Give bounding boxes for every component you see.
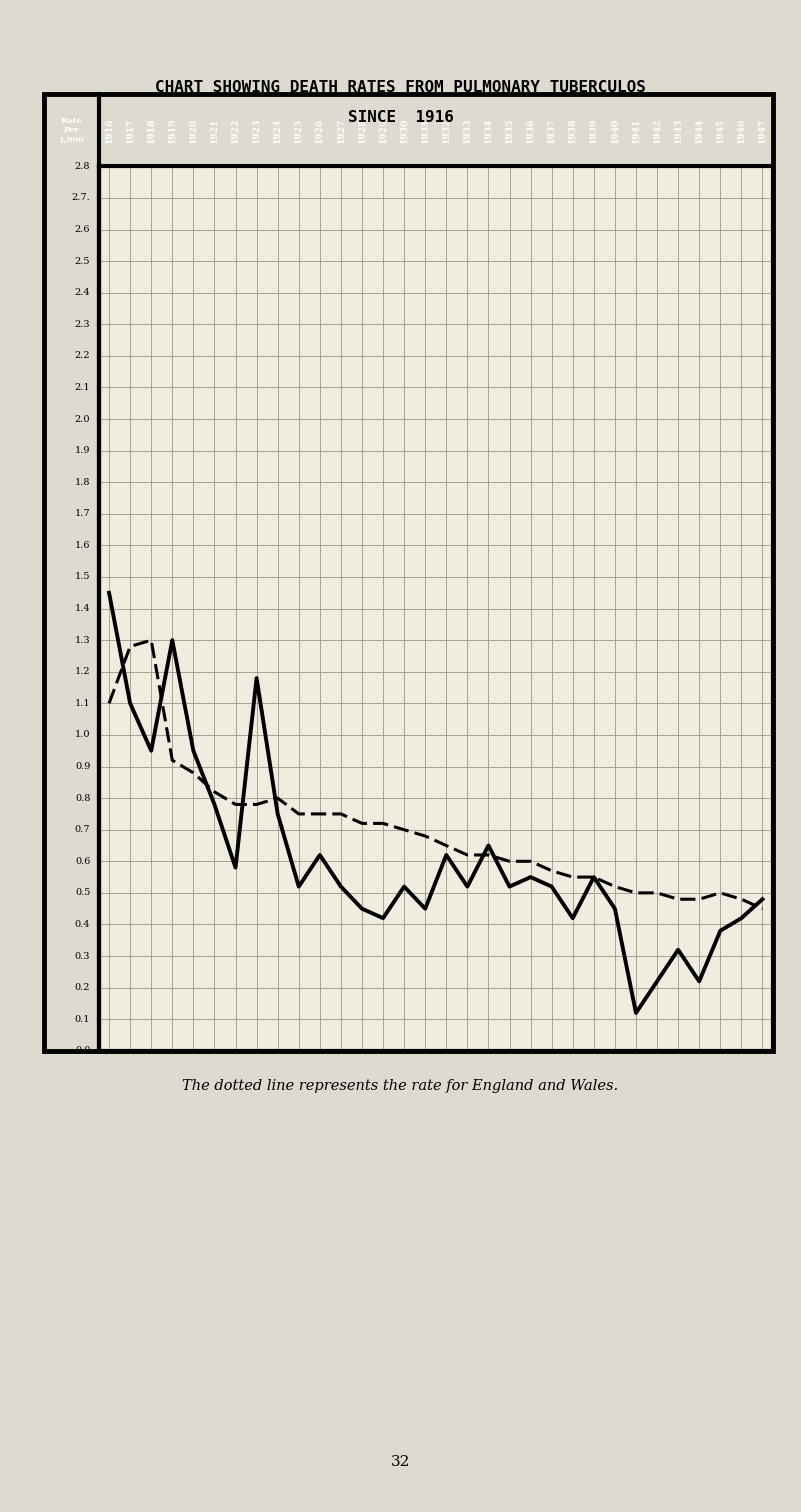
Text: 1917: 1917: [126, 118, 135, 142]
Text: 2.5: 2.5: [74, 257, 91, 266]
Text: 1928: 1928: [357, 118, 367, 142]
Text: 1918: 1918: [147, 118, 155, 142]
Text: 1940: 1940: [610, 118, 619, 142]
Text: 0.5: 0.5: [75, 889, 91, 898]
Text: 2.6: 2.6: [74, 225, 91, 234]
Text: 2.1: 2.1: [74, 383, 91, 392]
Text: CHART SHOWING DEATH RATES FROM PULMONARY TUBERCULOS: CHART SHOWING DEATH RATES FROM PULMONARY…: [155, 80, 646, 95]
Text: 1934: 1934: [484, 118, 493, 142]
Text: 2.7.: 2.7.: [71, 194, 91, 203]
Text: 1947: 1947: [758, 118, 767, 142]
Text: 1937: 1937: [547, 118, 556, 142]
Text: 1925: 1925: [294, 118, 304, 142]
Text: 1942: 1942: [653, 118, 662, 142]
Text: 1.4: 1.4: [74, 605, 91, 612]
Text: 1.9: 1.9: [74, 446, 91, 455]
Text: 1.2: 1.2: [74, 667, 91, 676]
Text: SINCE  1916: SINCE 1916: [348, 110, 453, 125]
Text: 1.8: 1.8: [74, 478, 91, 487]
Text: 1.0: 1.0: [74, 730, 91, 739]
Text: 1941: 1941: [631, 118, 641, 142]
Text: 1943: 1943: [674, 118, 682, 142]
Text: 32: 32: [391, 1455, 410, 1470]
Text: 1919: 1919: [167, 118, 177, 142]
Text: 0.4: 0.4: [74, 919, 91, 928]
Text: 2.0: 2.0: [74, 414, 91, 423]
Text: 0.0: 0.0: [75, 1046, 91, 1055]
Text: 1.5: 1.5: [74, 573, 91, 582]
Text: 0.3: 0.3: [74, 951, 91, 960]
Text: 0.1: 0.1: [74, 1015, 91, 1024]
Text: 1916: 1916: [105, 118, 114, 142]
Text: 1922: 1922: [231, 118, 240, 142]
Text: 2.4: 2.4: [74, 289, 91, 298]
Text: 1930: 1930: [400, 118, 409, 142]
Text: 0.6: 0.6: [75, 857, 91, 866]
Text: 1933: 1933: [463, 118, 472, 142]
Text: 0.9: 0.9: [75, 762, 91, 771]
Text: 1.6: 1.6: [74, 541, 91, 550]
Text: 1926: 1926: [316, 118, 324, 142]
Text: 0.7: 0.7: [74, 826, 91, 835]
Text: Rate
Per
1,000: Rate Per 1,000: [58, 116, 84, 144]
Text: The dotted line represents the rate for England and Wales.: The dotted line represents the rate for …: [183, 1078, 618, 1093]
Text: 1936: 1936: [526, 118, 535, 142]
Text: 1939: 1939: [590, 118, 598, 142]
Text: 1938: 1938: [568, 118, 578, 142]
Text: 1920: 1920: [189, 118, 198, 142]
Text: 1923: 1923: [252, 118, 261, 142]
Text: 1932: 1932: [442, 118, 451, 142]
Text: 1927: 1927: [336, 118, 345, 142]
Text: 1.1: 1.1: [74, 699, 91, 708]
Text: 1929: 1929: [379, 118, 388, 142]
Text: 1935: 1935: [505, 118, 514, 142]
Text: 1945: 1945: [716, 118, 725, 142]
Text: 1944: 1944: [694, 118, 704, 142]
Text: 0.8: 0.8: [75, 794, 91, 803]
Text: 2.3: 2.3: [74, 319, 91, 328]
Text: 2.2: 2.2: [74, 351, 91, 360]
Text: 1.3: 1.3: [74, 635, 91, 644]
Text: 2.8: 2.8: [74, 162, 91, 171]
Text: 1.7: 1.7: [74, 510, 91, 519]
Text: 1924: 1924: [273, 118, 282, 142]
Text: 1921: 1921: [210, 118, 219, 142]
Text: 1931: 1931: [421, 118, 429, 142]
Text: 1946: 1946: [737, 118, 746, 142]
Text: 0.2: 0.2: [74, 983, 91, 992]
